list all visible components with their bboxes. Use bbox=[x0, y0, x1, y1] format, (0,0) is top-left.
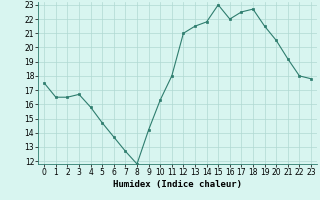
X-axis label: Humidex (Indice chaleur): Humidex (Indice chaleur) bbox=[113, 180, 242, 189]
